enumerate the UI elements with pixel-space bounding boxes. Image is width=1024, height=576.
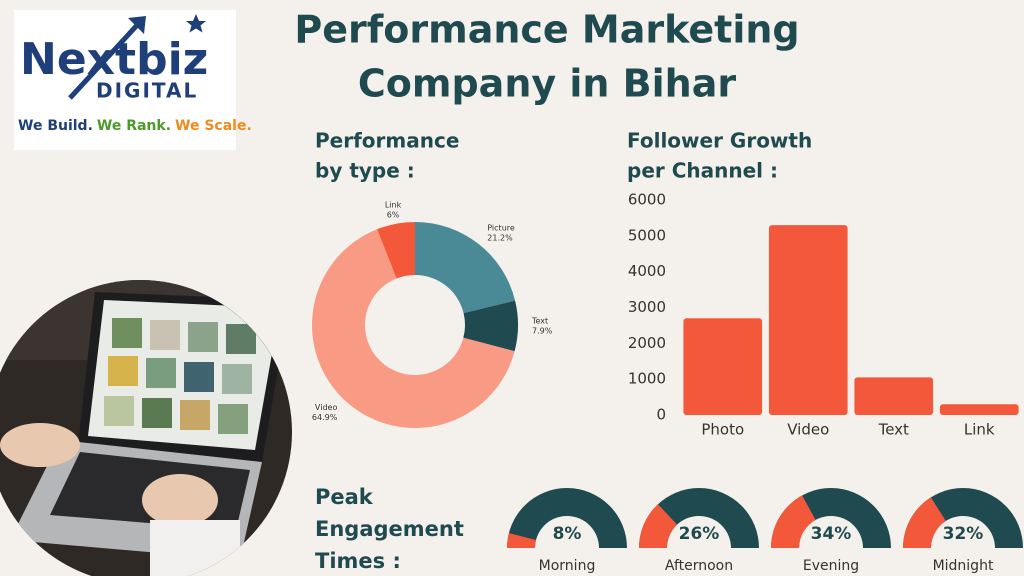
gauge-label: Morning [539,558,596,574]
chart-title: Performance [315,129,459,153]
logo-arrow [68,20,142,100]
pie-slice [312,229,515,428]
gauge-fill [771,495,816,548]
y-tick-label: 2000 [628,334,666,352]
chart-title: Engagement [315,517,464,541]
title-line: Performance Marketing [294,8,799,52]
x-tick-label: Photo [701,421,744,439]
pie-slice [377,222,415,279]
x-tick-label: Link [964,421,995,439]
y-tick-label: 1000 [628,370,666,388]
bar [683,318,763,415]
pie-slice [415,222,516,314]
gauge-label: Afternoon [665,558,733,574]
slice-label: Video [315,403,338,412]
gauge-label: Evening [803,558,859,574]
gauge-fill [507,533,537,548]
tagline-part: We Rank. [97,118,171,134]
y-tick-label: 0 [656,406,666,424]
gauge-fill [903,497,946,548]
chart-title: per Channel : [627,159,778,183]
logo-sub: DIGITAL [96,79,198,103]
gauge-track [507,488,627,548]
chart-title: by type : [315,159,415,183]
gauge-value: 34% [811,524,852,544]
y-tick-label: 4000 [628,262,666,280]
gauge-fill [639,504,678,548]
logo-box [14,10,236,150]
gauge-value: 26% [679,524,720,544]
chart-title: Times : [315,549,401,573]
y-tick-label: 5000 [628,226,666,244]
bar [939,404,1019,415]
x-tick-label: Video [787,421,829,439]
bar [854,377,934,415]
slice-value: 6% [387,211,400,220]
slice-value: 64.9% [312,413,338,422]
logo-arrowhead [128,16,146,34]
slice-value: 7.9% [532,327,553,336]
bar [768,225,848,415]
slice-label: Link [385,201,402,210]
logo-star [186,14,206,33]
chart-title: Follower Growth [627,129,812,153]
gauge-value: 32% [943,524,984,544]
y-tick-label: 6000 [628,191,666,209]
title-line: Company in Bihar [358,62,736,106]
pie-slice [463,300,518,352]
slice-label: Picture [487,224,515,233]
logo-tagline: We Build. We Rank. We Scale. [18,118,252,134]
tagline-part: We Build. [18,118,93,134]
slice-value: 21.2% [487,234,513,243]
y-tick-label: 3000 [628,298,666,316]
gauge-label: Midnight [933,558,994,574]
chart-title: Peak [315,485,374,509]
logo-brand: Nextbiz [20,34,208,85]
tagline-part: We Scale. [175,118,252,134]
x-tick-label: Text [878,421,909,439]
slice-label: Text [531,317,548,326]
gauge-value: 8% [553,524,582,544]
